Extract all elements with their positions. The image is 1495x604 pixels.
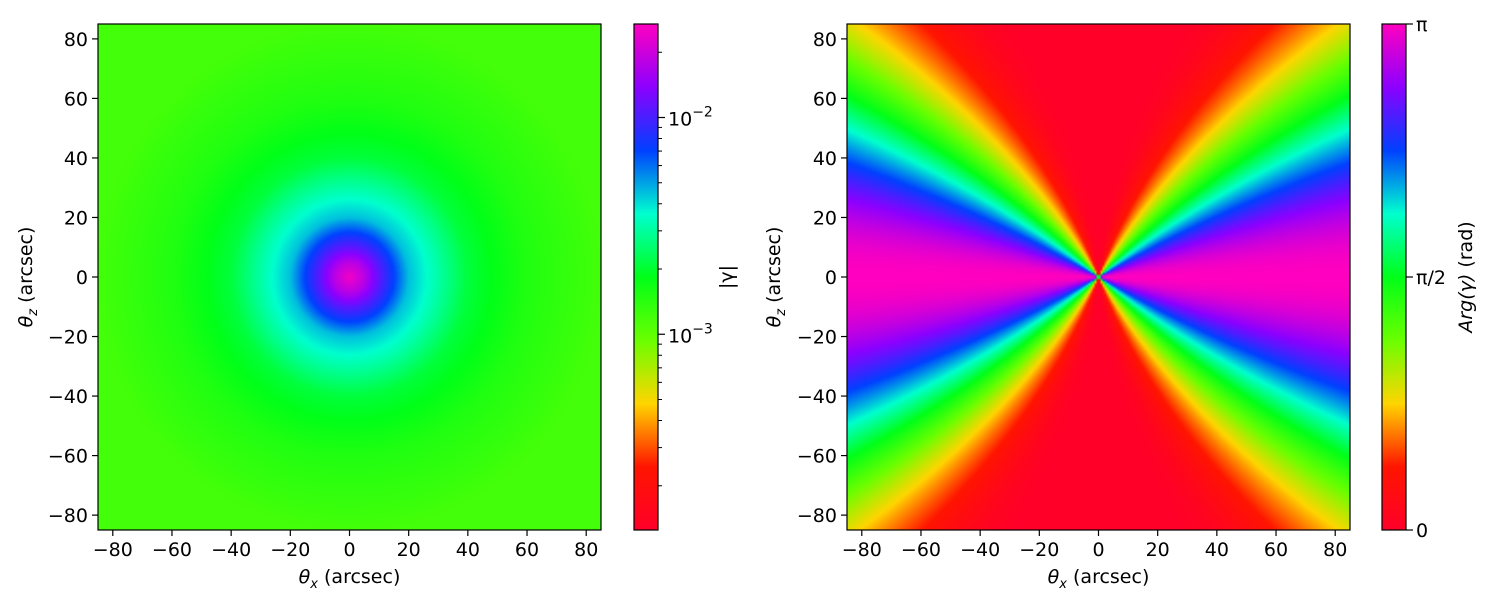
argument-colorbar-ticks: 0 π/2 π (1406, 14, 1446, 542)
left-x-axis-label: θx (arcsec) (299, 566, 401, 592)
left-x-tick-label: 80 (574, 539, 598, 561)
right-y-tick-label: −80 (797, 505, 837, 527)
left-panel: −80 −60 −40 −20 0 20 40 60 80 −80 −60 −40 −20 0 20 40 6… (15, 23, 738, 592)
left-y-tick-label: −80 (48, 505, 88, 527)
right-y-tick-label: 60 (813, 88, 837, 110)
left-x-ticks: −80 −60 −40 −20 0 20 40 60 80 (93, 530, 598, 561)
right-x-tick-label: −20 (1019, 539, 1059, 561)
right-x-ticks: −80 −60 −40 −20 0 20 40 60 80 (842, 530, 1347, 561)
right-x-tick-label: −40 (960, 539, 1000, 561)
right-x-axis-label: θx (arcsec) (1048, 566, 1150, 592)
right-y-tick-label: 0 (825, 267, 837, 289)
left-x-tick-label: −40 (211, 539, 251, 561)
magnitude-colorbar-label: |γ| (716, 265, 738, 289)
argument-colorbar-tick-label: 0 (1416, 520, 1428, 542)
right-y-tick-label: −20 (797, 327, 837, 349)
left-y-tick-label: −60 (48, 446, 88, 468)
left-y-axis-label: θz (arcsec) (15, 227, 41, 328)
left-x-tick-label: 0 (343, 539, 355, 561)
argument-colorbar-fill (1382, 24, 1406, 530)
left-y-tick-label: 60 (64, 88, 88, 110)
argument-heatmap-image (847, 24, 1350, 530)
magnitude-colorbar: 10−2 10−3 |γ| (633, 23, 738, 531)
right-y-axis-label: θz (arcsec) (763, 227, 789, 328)
right-x-tick-label: −80 (842, 539, 882, 561)
magnitude-colorbar-ticks: 10−2 10−3 (658, 51, 713, 487)
argument-colorbar: 0 π/2 π Arg(γ) (rad) (1381, 14, 1477, 542)
right-y-ticks: −80 −60 −40 −20 0 20 40 60 80 (797, 29, 847, 527)
right-x-tick-label: 60 (1264, 539, 1288, 561)
left-y-tick-label: 20 (64, 207, 88, 229)
left-x-tick-label: −20 (270, 539, 310, 561)
right-x-tick-label: 20 (1146, 539, 1170, 561)
right-y-tick-label: −40 (797, 386, 837, 408)
left-y-ticks: −80 −60 −40 −20 0 20 40 60 80 (48, 29, 98, 527)
argument-colorbar-label: Arg(γ) (rad) (1455, 221, 1477, 334)
magnitude-colorbar-tick-label: 10−2 (668, 104, 713, 130)
left-y-tick-label: −40 (48, 386, 88, 408)
left-x-tick-label: 20 (397, 539, 421, 561)
right-y-tick-label: −60 (797, 446, 837, 468)
right-x-tick-label: 0 (1092, 539, 1104, 561)
magnitude-heatmap-image (98, 24, 601, 530)
left-x-tick-label: 40 (456, 539, 480, 561)
left-x-tick-label: −80 (93, 539, 133, 561)
argument-colorbar-tick-label: π/2 (1416, 267, 1446, 289)
right-panel: −80 −60 −40 −20 0 20 40 60 80 −80 −60 −40 −20 0 20 40 6… (763, 14, 1477, 592)
right-y-tick-label: 40 (813, 148, 837, 170)
left-y-tick-label: −20 (48, 327, 88, 349)
right-x-tick-label: 80 (1323, 539, 1347, 561)
right-y-tick-label: 80 (813, 29, 837, 51)
right-x-tick-label: −60 (901, 539, 941, 561)
argument-heatmap (847, 24, 1350, 530)
right-x-tick-label: 40 (1205, 539, 1229, 561)
left-y-tick-label: 0 (76, 267, 88, 289)
left-x-tick-label: 60 (515, 539, 539, 561)
right-y-tick-label: 20 (813, 207, 837, 229)
left-x-tick-label: −60 (152, 539, 192, 561)
magnitude-heatmap (98, 24, 601, 530)
left-y-tick-label: 40 (64, 148, 88, 170)
magnitude-colorbar-fill (634, 24, 658, 530)
magnitude-colorbar-frame (633, 23, 659, 531)
left-y-tick-label: 80 (64, 29, 88, 51)
magnitude-colorbar-tick-label: 10−3 (668, 321, 713, 347)
argument-colorbar-tick-label: π (1416, 14, 1427, 36)
